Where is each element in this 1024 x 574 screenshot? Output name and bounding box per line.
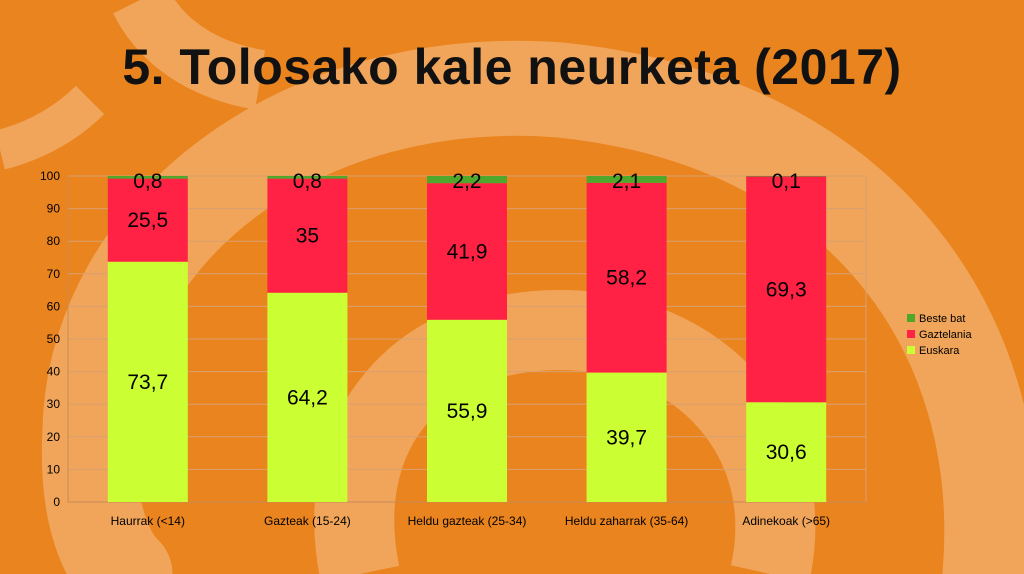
legend-swatch	[907, 330, 915, 338]
data-label: 25,5	[127, 209, 168, 232]
bar-gaztelania	[267, 178, 348, 293]
data-label: 2,1	[612, 170, 641, 193]
x-tick-label: Heldu zaharrak (35-64)	[565, 514, 688, 528]
x-tick-label: Heldu gazteak (25-34)	[408, 514, 527, 528]
bar-gaztelania	[427, 183, 507, 320]
data-label: 73,7	[127, 371, 168, 394]
y-tick-label: 30	[47, 397, 61, 411]
bar-euskara	[107, 261, 188, 502]
data-label: 55,9	[447, 400, 488, 423]
legend-entry: Euskara	[919, 345, 960, 357]
data-label: 0,8	[133, 170, 162, 193]
x-tick-label: Gazteak (15-24)	[264, 514, 351, 528]
bar-beste-bat	[586, 176, 667, 183]
legend-swatch	[907, 314, 915, 322]
data-label: 0,1	[772, 170, 801, 193]
y-tick-label: 90	[47, 202, 61, 216]
bar-beste-bat	[746, 176, 827, 177]
bar-euskara	[267, 292, 348, 502]
bar-gaztelania	[107, 178, 188, 262]
x-tick-label: Haurrak (<14)	[111, 514, 185, 528]
data-label: 58,2	[606, 267, 647, 290]
y-tick-label: 20	[47, 430, 61, 444]
legend-entry: Beste bat	[919, 313, 965, 325]
data-label: 30,6	[766, 441, 807, 464]
bar-beste-bat	[107, 176, 188, 179]
bar-beste-bat	[267, 176, 348, 179]
y-tick-label: 60	[47, 299, 61, 313]
bar-beste-bat	[427, 176, 507, 184]
y-tick-label: 10	[47, 462, 61, 476]
bar-gaztelania	[586, 182, 667, 373]
bar-euskara	[586, 372, 667, 502]
data-label: 64,2	[287, 386, 328, 409]
data-label: 41,9	[447, 240, 488, 263]
data-label: 2,2	[452, 170, 481, 193]
slide-title: 5. Tolosako kale neurketa (2017)	[122, 39, 902, 95]
x-tick-label: Adinekoak (>65)	[742, 514, 830, 528]
data-label: 0,8	[293, 170, 322, 193]
bar-gaztelania	[746, 176, 827, 403]
y-tick-label: 70	[47, 267, 61, 281]
y-tick-label: 100	[40, 169, 60, 183]
y-tick-label: 80	[47, 234, 61, 248]
bar-euskara	[746, 402, 827, 502]
y-tick-label: 50	[47, 332, 61, 346]
data-label: 39,7	[606, 426, 647, 449]
legend-swatch	[907, 346, 915, 354]
plot-area: 0 10 20 30 40 50 60 70 80 90 100 73,7 25,5 0,8 Haurrak…	[40, 169, 973, 528]
data-label: 35	[296, 225, 319, 248]
y-tick-label: 40	[47, 365, 61, 379]
bar-euskara	[427, 319, 507, 502]
data-label: 69,3	[766, 278, 807, 301]
legend-entry: Gaztelania	[919, 329, 972, 341]
y-tick-label: 0	[53, 495, 60, 509]
